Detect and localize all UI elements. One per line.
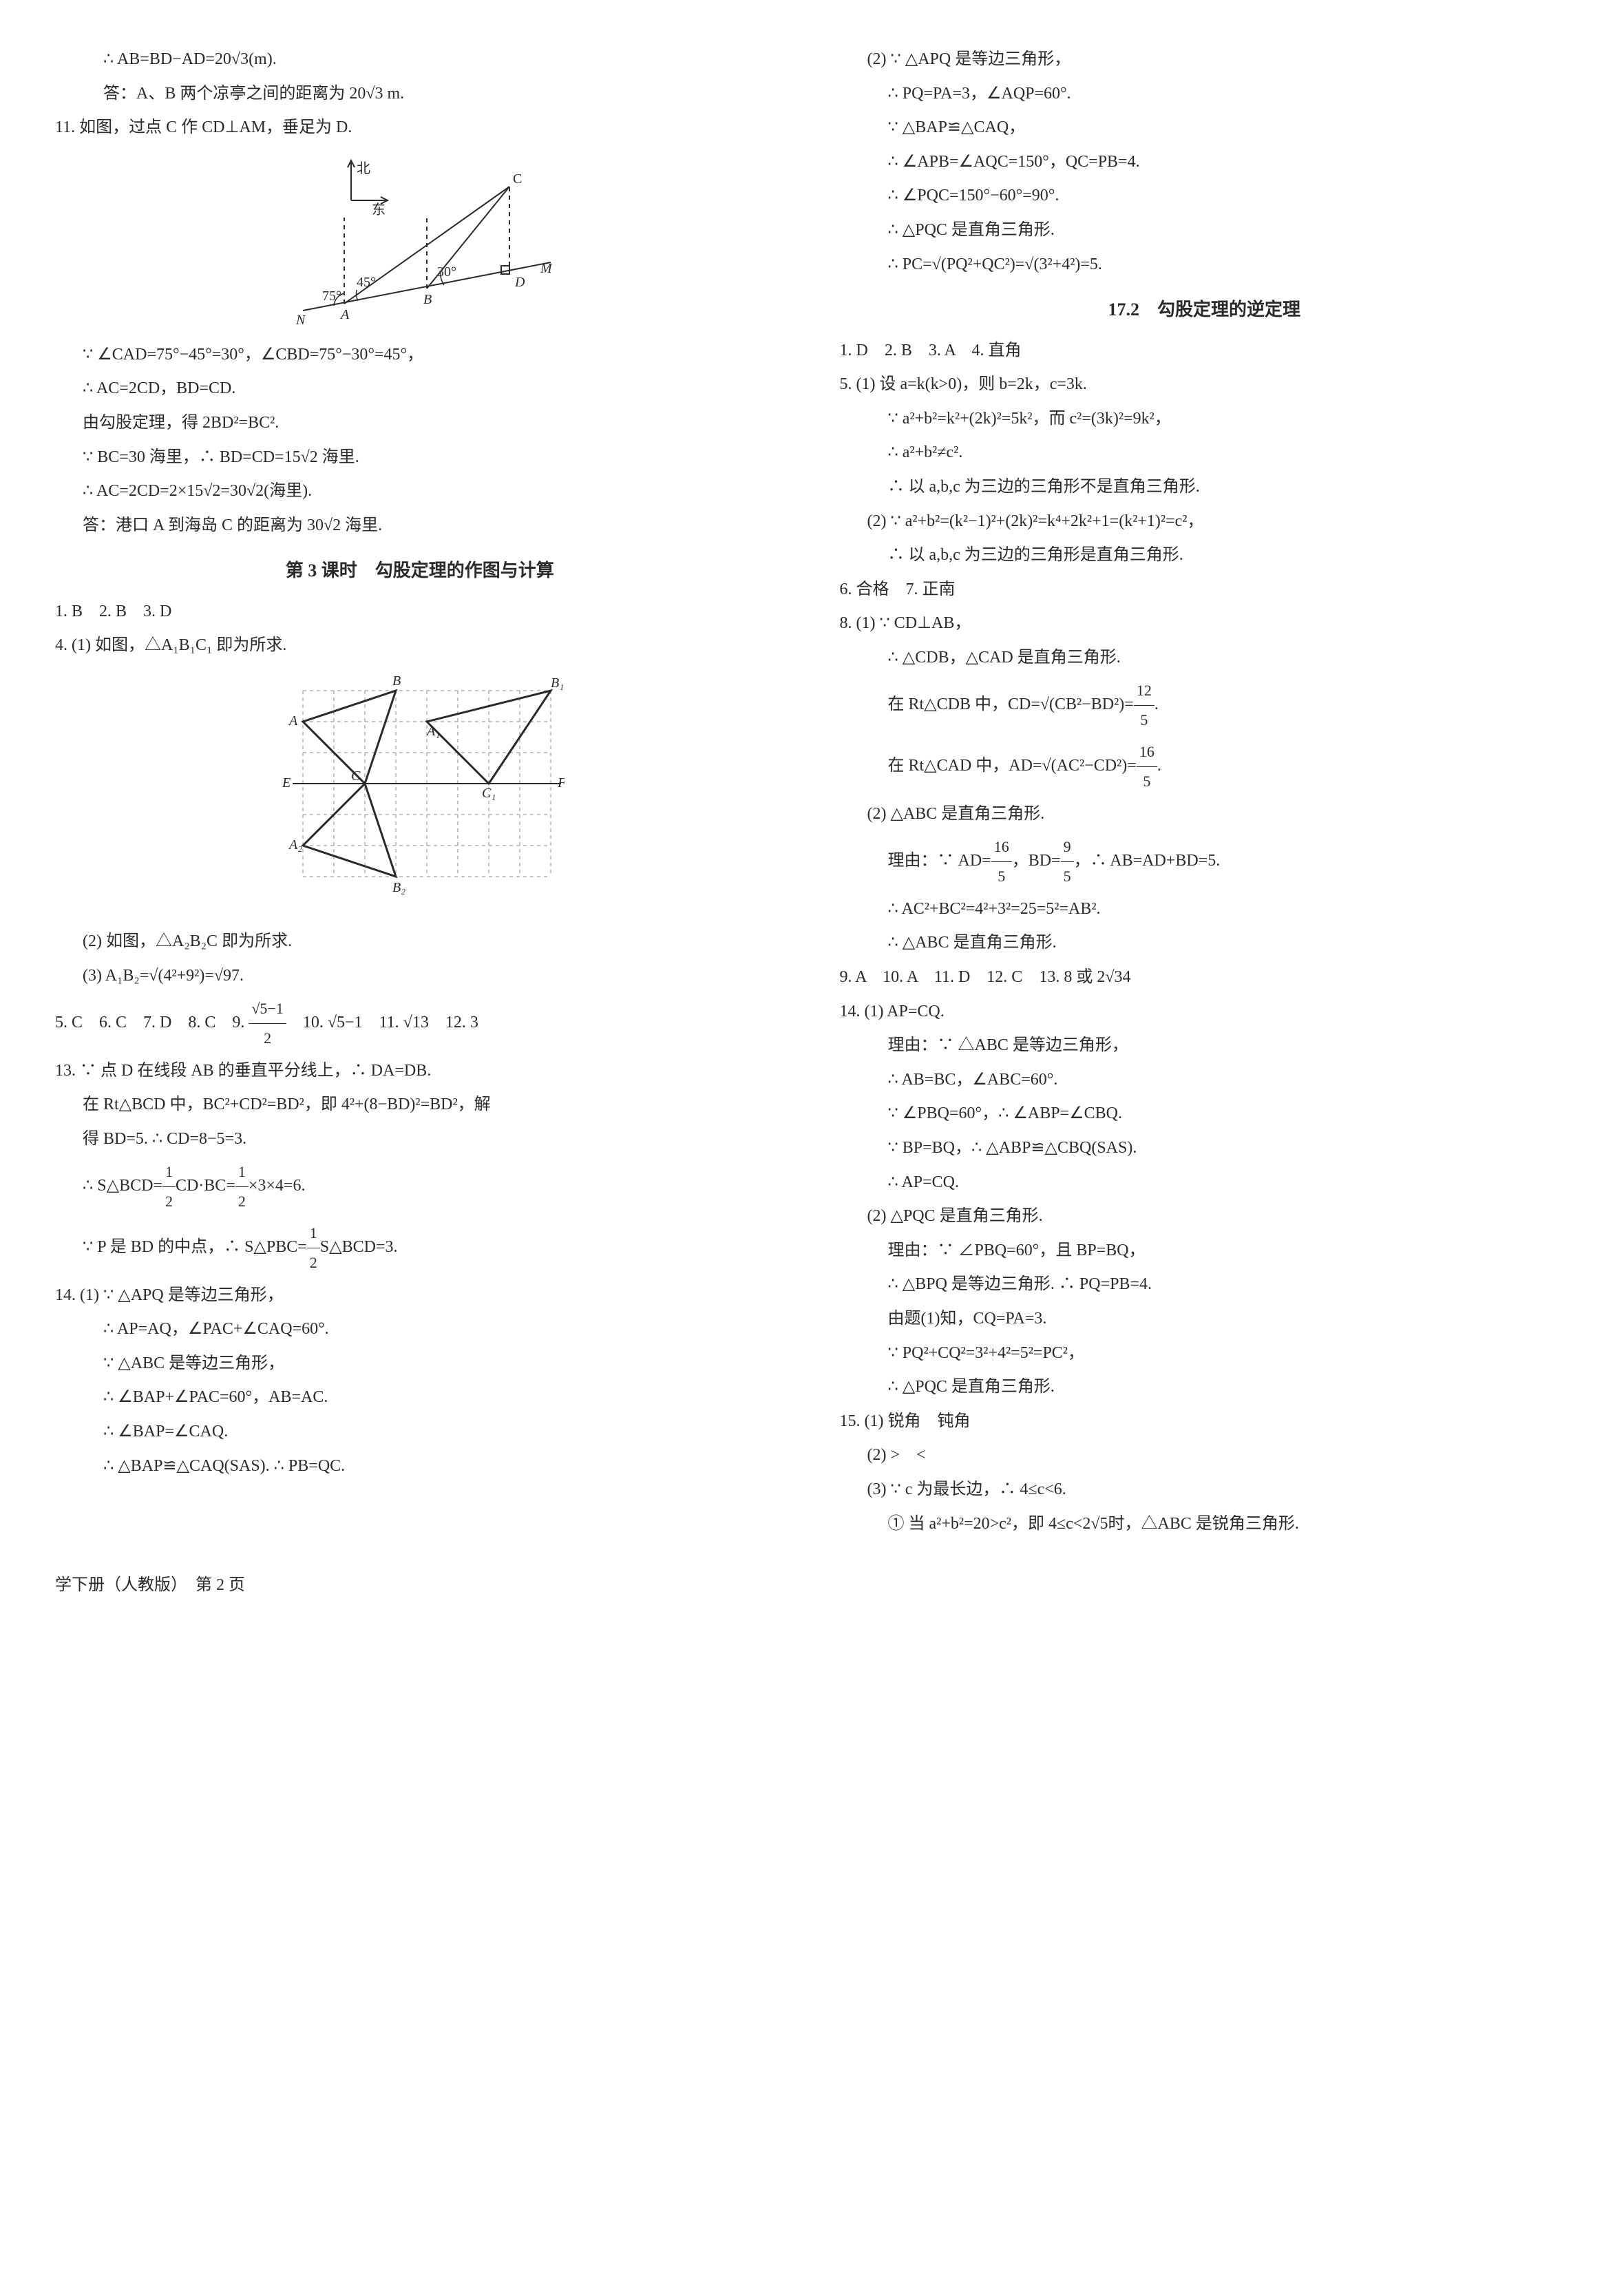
- geometry-diagram-2: A B C A₁ B₁ C₁ A₂ B₂ E F: [275, 670, 565, 918]
- text-line: ∵ P 是 BD 的中点，∴ S△PBC=12S△BCD=3.: [55, 1219, 785, 1277]
- text-line: 4. (1) 如图，△A₁B₁C₁ 即为所求.: [55, 630, 785, 662]
- text-line: 理由：∵ AD=165，BD=95，∴ AB=AD+BD=5.: [840, 832, 1570, 891]
- label-north: 北: [357, 160, 370, 176]
- angle-45: 45°: [357, 275, 376, 290]
- text-line: ∴ △PQC 是直角三角形.: [840, 215, 1570, 247]
- text-line: 1. D 2. B 3. A 4. 直角: [840, 335, 1570, 367]
- text-line: ∵ BP=BQ，∴ △ABP≌△CBQ(SAS).: [840, 1133, 1570, 1164]
- label-c1: C₁: [482, 786, 496, 801]
- text-line: (2) ∵ a²+b²=(k²−1)²+(2k)²=k⁴+2k²+1=(k²+1…: [840, 506, 1570, 538]
- text-line: 答：港口 A 到海岛 C 的距离为 30√2 海里.: [55, 510, 785, 542]
- text-line: 6. 合格 7. 正南: [840, 574, 1570, 606]
- text-line: (2) > <: [840, 1440, 1570, 1471]
- text-line: 理由：∵ △ABC 是等边三角形，: [840, 1030, 1570, 1062]
- text-line: ∵ △BAP≌△CAQ，: [840, 112, 1570, 144]
- text-line: 在 Rt△CAD 中，AD=√(AC²−CD²)=165.: [840, 737, 1570, 796]
- text-line: ∵ ∠CAD=75°−45°=30°，∠CBD=75°−30°=45°，: [55, 339, 785, 371]
- section-title: 第 3 课时 勾股定理的作图与计算: [55, 554, 785, 587]
- text-line: (3) ∵ c 为最长边，∴ 4≤c<6.: [840, 1474, 1570, 1506]
- text-line: 15. (1) 锐角 钝角: [840, 1406, 1570, 1438]
- right-column: (2) ∵ △APQ 是等边三角形， ∴ PQ=PA=3，∠AQP=60°. ∵…: [840, 41, 1570, 1542]
- left-column: ∴ AB=BD−AD=20√3(m). 答：A、B 两个凉亭之间的距离为 20√…: [55, 41, 785, 1542]
- text-line: 得 BD=5. ∴ CD=8−5=3.: [55, 1124, 785, 1155]
- text-line: ∴ PC=√(PQ²+QC²)=√(3²+4²)=5.: [840, 249, 1570, 281]
- text-line: 理由：∵ ∠PBQ=60°，且 BP=BQ，: [840, 1235, 1570, 1267]
- text-line: ∴ AP=CQ.: [840, 1167, 1570, 1199]
- label-a: A: [288, 713, 298, 729]
- text-line: ∴ ∠PQC=150°−60°=90°.: [840, 180, 1570, 212]
- angle-30: 30°: [437, 264, 456, 280]
- text-line: 1. B 2. B 3. D: [55, 596, 785, 628]
- text-line: 在 Rt△CDB 中，CD=√(CB²−BD²)=125.: [840, 676, 1570, 735]
- text-line: ∴ AB=BC，∠ABC=60°.: [840, 1065, 1570, 1096]
- text-line: ∴ △PQC 是直角三角形.: [840, 1372, 1570, 1403]
- text-line: ∴ a²+b²≠c².: [840, 437, 1570, 469]
- text-line: ∴ AC=2CD，BD=CD.: [55, 373, 785, 405]
- text-line: 13. ∵ 点 D 在线段 AB 的垂直平分线上，∴ DA=DB.: [55, 1056, 785, 1087]
- text-line: ∴ 以 a,b,c 为三边的三角形是直角三角形.: [840, 540, 1570, 572]
- label-f: F: [557, 775, 565, 790]
- text-line: ∵ ∠PBQ=60°，∴ ∠ABP=∠CBQ.: [840, 1098, 1570, 1130]
- text-line: ∴ PQ=PA=3，∠AQP=60°.: [840, 78, 1570, 110]
- label-a1: A₁: [425, 724, 440, 739]
- label-e: E: [282, 775, 291, 790]
- text-line: ∴ △BAP≌△CAQ(SAS). ∴ PB=QC.: [55, 1451, 785, 1482]
- text-line: 9. A 10. A 11. D 12. C 13. 8 或 2√34: [840, 962, 1570, 994]
- text-line: 由勾股定理，得 2BD²=BC².: [55, 408, 785, 439]
- text-line: ∴ AC=2CD=2×15√2=30√2(海里).: [55, 476, 785, 507]
- label-east: 东: [372, 202, 386, 218]
- text-line: ① 当 a²+b²=20>c²，即 4≤c<2√5时，△ABC 是锐角三角形.: [840, 1509, 1570, 1540]
- page-footer: 学下册（人教版） 第 2 页: [55, 1570, 1569, 1602]
- text-line: ∴ △CDB，△CAD 是直角三角形.: [840, 642, 1570, 674]
- text-line: ∴ AB=BD−AD=20√3(m).: [55, 44, 785, 76]
- text-line: 14. (1) AP=CQ.: [840, 996, 1570, 1028]
- label-b1: B₁: [551, 675, 564, 691]
- label-b: B: [423, 292, 432, 307]
- label-a2: A₂: [288, 837, 302, 852]
- text-line: 5. (1) 设 a=k(k>0)，则 b=2k，c=3k.: [840, 369, 1570, 401]
- label-b2: B₂: [392, 880, 405, 895]
- text-line: 8. (1) ∵ CD⊥AB，: [840, 608, 1570, 640]
- geometry-diagram-1: 北 东 C A B D M N 75° 45° 30°: [275, 152, 565, 331]
- text-line: 14. (1) ∵ △APQ 是等边三角形，: [55, 1280, 785, 1312]
- label-c: C: [351, 768, 361, 784]
- text-line: (2) ∵ △APQ 是等边三角形，: [840, 44, 1570, 76]
- text-line: ∵ PQ²+CQ²=3²+4²=5²=PC²，: [840, 1338, 1570, 1370]
- label-m: M: [540, 261, 553, 276]
- text-line: ∴ ∠BAP=∠CAQ.: [55, 1416, 785, 1448]
- text-line: (3) A₁B₂=√(4²+9²)=√97.: [55, 961, 785, 992]
- text-line: ∴ 以 a,b,c 为三边的三角形不是直角三角形.: [840, 472, 1570, 503]
- text-line: ∴ AP=AQ，∠PAC+∠CAQ=60°.: [55, 1314, 785, 1345]
- text-line: ∴ ∠BAP+∠PAC=60°，AB=AC.: [55, 1382, 785, 1414]
- text-line: 在 Rt△BCD 中，BC²+CD²=BD²，即 4²+(8−BD)²=BD²，…: [55, 1089, 785, 1121]
- text-line: 5. C 6. C 7. D 8. C 9. √5−12 10. √5−1 11…: [55, 994, 785, 1053]
- text-line: ∵ a²+b²=k²+(2k)²=5k²，而 c²=(3k)²=9k²，: [840, 404, 1570, 435]
- label-n: N: [295, 313, 306, 328]
- label-a: A: [339, 307, 350, 322]
- text-line: ∵ BC=30 海里，∴ BD=CD=15√2 海里.: [55, 442, 785, 474]
- text-line: ∴ △ABC 是直角三角形.: [840, 928, 1570, 959]
- text-line: 11. 如图，过点 C 作 CD⊥AM，垂足为 D.: [55, 112, 785, 144]
- page-columns: ∴ AB=BD−AD=20√3(m). 答：A、B 两个凉亭之间的距离为 20√…: [55, 41, 1569, 1542]
- label-d: D: [514, 275, 525, 290]
- text-line: 由题(1)知，CQ=PA=3.: [840, 1303, 1570, 1335]
- text-line: ∴ ∠APB=∠AQC=150°，QC=PB=4.: [840, 147, 1570, 178]
- text-line: (2) 如图，△A₂B₂C 即为所求.: [55, 926, 785, 958]
- label-b: B: [392, 673, 401, 689]
- text-line: (2) △ABC 是直角三角形.: [840, 799, 1570, 830]
- text-line: 答：A、B 两个凉亭之间的距离为 20√3 m.: [55, 78, 785, 110]
- text-line: ∴ AC²+BC²=4²+3²=25=5²=AB².: [840, 894, 1570, 925]
- label-c: C: [513, 171, 522, 187]
- section-title: 17.2 勾股定理的逆定理: [840, 293, 1570, 326]
- text-line: (2) △PQC 是直角三角形.: [840, 1201, 1570, 1233]
- text-line: ∴ △BPQ 是等边三角形. ∴ PQ=PB=4.: [840, 1269, 1570, 1301]
- text-line: ∴ S△BCD=12CD·BC=12×3×4=6.: [55, 1157, 785, 1216]
- text-line: ∵ △ABC 是等边三角形，: [55, 1348, 785, 1380]
